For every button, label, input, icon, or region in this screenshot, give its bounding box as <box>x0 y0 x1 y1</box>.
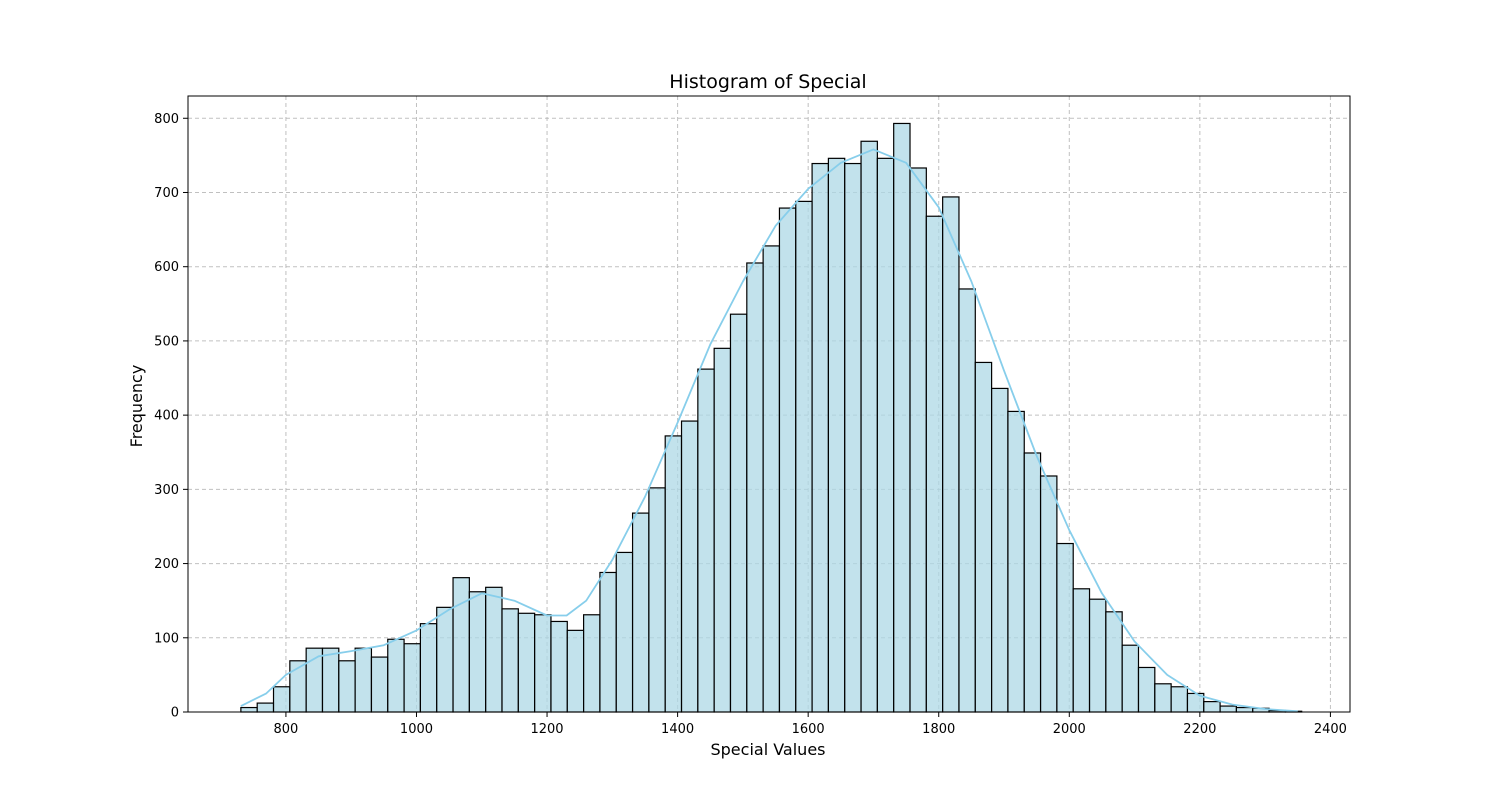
histogram-bar <box>1024 453 1040 712</box>
x-tick-label: 1800 <box>922 722 955 737</box>
histogram-bar <box>1090 599 1106 712</box>
y-tick-label: 700 <box>154 186 179 201</box>
x-tick-label: 2200 <box>1183 722 1216 737</box>
x-tick-label: 2000 <box>1053 722 1086 737</box>
x-tick-label: 1200 <box>530 722 563 737</box>
histogram-bar <box>730 314 746 712</box>
histogram-bar <box>649 488 665 712</box>
histogram-bar <box>1057 544 1073 712</box>
histogram-bar <box>861 141 877 712</box>
y-tick-label: 100 <box>154 631 179 646</box>
histogram-bar <box>1073 589 1089 712</box>
histogram-bar <box>1041 476 1057 712</box>
histogram-bar <box>633 513 649 712</box>
histogram-bar <box>1171 687 1187 712</box>
x-tick-label: 1400 <box>661 722 694 737</box>
histogram-bar <box>322 648 338 712</box>
histogram-bar <box>714 348 730 712</box>
y-axis-label: Frequency <box>127 365 146 448</box>
histogram-bar <box>1138 667 1154 712</box>
x-tick-label: 1600 <box>792 722 825 737</box>
histogram-bar <box>894 123 910 712</box>
histogram-bar <box>779 208 795 712</box>
histogram-bar <box>371 657 387 712</box>
histogram-bar <box>355 648 371 712</box>
histogram-bar <box>274 687 290 712</box>
histogram-bar <box>453 578 469 712</box>
y-tick-label: 300 <box>154 483 179 498</box>
histogram-bar <box>1204 702 1220 712</box>
histogram-bar <box>486 587 502 712</box>
x-axis-label: Special Values <box>710 740 825 759</box>
histogram-bar <box>241 708 257 712</box>
histogram-bar <box>257 703 273 712</box>
histogram-bar <box>943 197 959 712</box>
histogram-bar <box>1008 411 1024 712</box>
histogram-bar <box>1236 708 1252 712</box>
chart-title: Histogram of Special <box>669 71 866 93</box>
y-tick-label: 500 <box>154 334 179 349</box>
histogram-bar <box>388 639 404 712</box>
x-tick-label: 2400 <box>1314 722 1347 737</box>
histogram-bar <box>877 158 893 712</box>
histogram-bar <box>845 164 861 712</box>
histogram-bar <box>437 607 453 712</box>
histogram-bar <box>616 552 632 712</box>
histogram-bar <box>763 246 779 712</box>
y-tick-label: 400 <box>154 409 179 424</box>
histogram-bar <box>567 630 583 712</box>
x-tick-label: 800 <box>274 722 299 737</box>
y-tick-label: 800 <box>154 112 179 127</box>
histogram-bar <box>975 362 991 712</box>
histogram-bar <box>910 168 926 712</box>
histogram-bar <box>796 201 812 712</box>
histogram-bar <box>682 421 698 712</box>
y-tick-label: 200 <box>154 557 179 572</box>
histogram-bar <box>926 216 942 712</box>
histogram-bar <box>1122 645 1138 712</box>
histogram-bar <box>518 613 534 712</box>
x-tick-label: 1000 <box>400 722 433 737</box>
histogram-bar <box>665 436 681 712</box>
histogram-bar <box>600 572 616 712</box>
histogram-bar <box>992 388 1008 712</box>
histogram-bar <box>747 263 763 712</box>
histogram-bar <box>584 615 600 712</box>
histogram-bar <box>469 592 485 712</box>
histogram-bar <box>1155 684 1171 712</box>
histogram-bar <box>535 615 551 712</box>
histogram-bar <box>1106 612 1122 712</box>
histogram-bar <box>828 158 844 712</box>
histogram-bar <box>339 661 355 712</box>
histogram-bar <box>502 609 518 712</box>
histogram-bar <box>404 644 420 712</box>
histogram-bar <box>698 369 714 712</box>
y-tick-label: 600 <box>154 260 179 275</box>
histogram-bar <box>812 164 828 712</box>
histogram-bar <box>551 621 567 712</box>
histogram-bar <box>959 289 975 712</box>
histogram-bar <box>1220 706 1236 712</box>
histogram-bar <box>420 624 436 712</box>
y-tick-label: 0 <box>171 706 179 721</box>
